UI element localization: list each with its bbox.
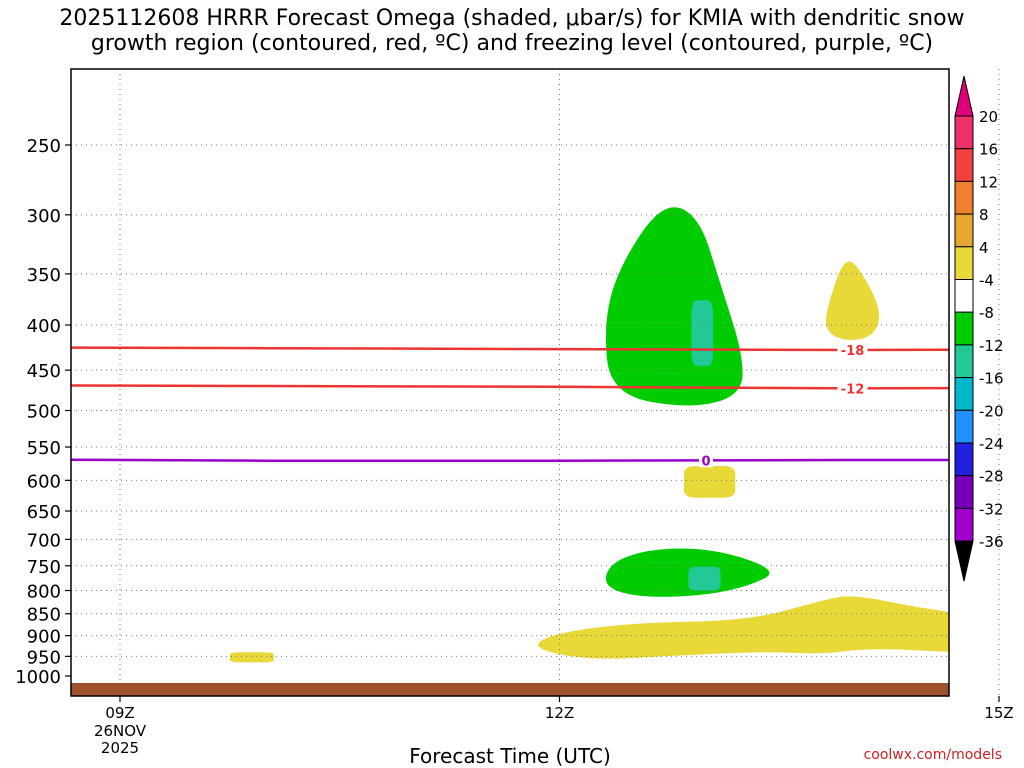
colorbar-label--20: -20 (979, 402, 1004, 420)
omega-cell-15-18z-4 (1014, 539, 1024, 621)
omega-cell-13z-low-yellow (684, 466, 736, 498)
colorbar-segment-20 (954, 115, 974, 150)
colorbar-label--8: -8 (979, 304, 994, 322)
y-tick-label-350: 350 (27, 265, 61, 286)
colorbar-segment--12 (954, 344, 974, 379)
omega-shading (229, 207, 1024, 663)
plot-background (71, 69, 949, 696)
colorbar-top-arrow (954, 75, 974, 117)
colorbar-label-16: 16 (979, 141, 998, 159)
colorbar-segment--32 (954, 507, 974, 542)
y-tick-label-600: 600 (27, 471, 61, 492)
x-tick-label-12Z: 12Z (545, 704, 574, 722)
colorbar-label--12: -12 (979, 337, 1004, 355)
colorbar-segment--20 (954, 409, 974, 444)
colorbar-label--4: -4 (979, 272, 994, 290)
chart-title-line-2: growth region (contoured, red, ºC) and f… (90, 31, 934, 56)
x-tick-label-15Z: 15Z (984, 704, 1013, 722)
y-tick-label-250: 250 (27, 136, 61, 157)
colorbar-label--32: -32 (979, 500, 1004, 518)
temperature-contours: -18-18-12-1200 (71, 343, 949, 469)
colorbar-label-12: 12 (979, 173, 998, 191)
omega-core-13z-upper (691, 300, 714, 366)
y-tick-label-800: 800 (27, 582, 61, 603)
colorbar-label-4: 4 (979, 239, 989, 257)
y-tick-label-950: 950 (27, 647, 61, 668)
y-tick-label-850: 850 (27, 605, 61, 626)
colorbar-label--16: -16 (979, 370, 1004, 388)
colorbar-segment--24 (954, 442, 974, 477)
contour-label-bg (699, 453, 713, 468)
plot-frame (70, 68, 950, 697)
contour-line--12 (71, 384, 949, 390)
contour-label-bg (837, 343, 868, 358)
colorbar-segment-4 (954, 246, 974, 281)
y-tick-label-500: 500 (27, 402, 61, 423)
contour-line--18 (71, 346, 949, 352)
chart-title-line-1: 2025112608 HRRR Forecast Omega (shaded, … (59, 6, 965, 31)
time-axis: 09Z26NOV202512Z15Z18Z21Z00Z27NOV (94, 696, 1014, 757)
y-tick-label-550: 550 (27, 438, 61, 459)
x-axis-label: Forecast Time (UTC) (409, 744, 611, 768)
y-tick-label-750: 750 (27, 557, 61, 578)
contour-label-0: 0 (701, 454, 710, 469)
y-tick-label-400: 400 (27, 316, 61, 337)
colorbar-segment-8 (954, 213, 974, 248)
omega-cell-12z-lower (605, 548, 770, 597)
colorbar-label-8: 8 (979, 206, 989, 224)
x-tick-date-2025: 2025 (101, 739, 139, 757)
colorbar-label--36: -36 (979, 533, 1004, 551)
source-watermark: coolwx.com/models (863, 747, 1002, 763)
chart-title: 2025112608 HRRR Forecast Omega (shaded, … (0, 6, 1024, 56)
colorbar-label-20: 20 (979, 108, 998, 126)
y-tick-label-900: 900 (27, 627, 61, 648)
omega-band-low-11-15z (538, 596, 949, 659)
contour-label--12: -12 (841, 382, 865, 397)
y-tick-label-650: 650 (27, 502, 61, 523)
x-tick-date-26NOV: 26NOV (94, 722, 147, 740)
y-tick-label-300: 300 (27, 206, 61, 227)
y-tick-label-1000: 1000 (15, 667, 61, 688)
y-tick-label-700: 700 (27, 530, 61, 551)
omega-colorbar: 20 16 12 8 4 -4 -8 -12 -16 -20 -24 -28 -32 -36 (954, 75, 1004, 582)
colorbar-segment--4 (954, 279, 974, 313)
contour-label-bg (837, 381, 868, 396)
colorbar-segment--28 (954, 475, 974, 509)
colorbar-segment--16 (954, 377, 974, 411)
omega-cell-14z-yellow (825, 261, 880, 340)
terrain-ground (71, 683, 949, 696)
contour-line-0 (71, 458, 949, 462)
colorbar-segment-12 (954, 180, 974, 215)
colorbar-label--28: -28 (979, 468, 1004, 486)
omega-core-12z-lower (688, 566, 721, 591)
contour-label--18: -18 (841, 344, 865, 359)
colorbar-segment-16 (954, 148, 974, 182)
y-tick-label-450: 450 (27, 361, 61, 382)
colorbar-segment--8 (954, 311, 974, 346)
colorbar-bottom-arrow (954, 540, 974, 582)
colorbar-label--24: -24 (979, 435, 1004, 453)
omega-spot-10z (229, 652, 274, 663)
x-tick-label-09Z: 09Z (105, 704, 134, 722)
pressure-axis: 2503003504004505005506006507007508008509… (15, 136, 71, 688)
